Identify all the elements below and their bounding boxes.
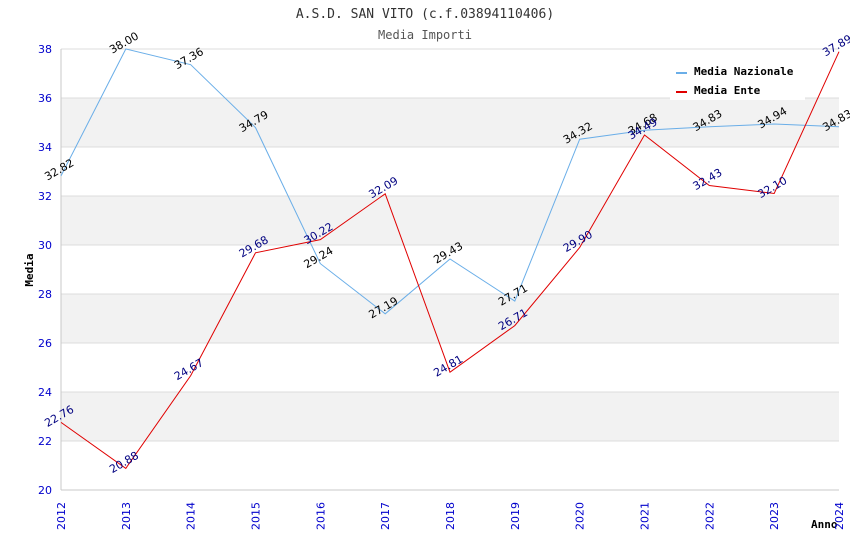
- y-tick-labels: 20 22 24 26 28 30 32 34 36 38: [38, 43, 52, 497]
- grid-band: [61, 196, 839, 245]
- legend-label-media-ente: Media Ente: [694, 84, 761, 97]
- y-tick-label: 32: [38, 190, 52, 203]
- x-tick-labels: 2012 2013 2014 2015 2016 2017 2018 2019 2020 2021…: [55, 502, 846, 530]
- y-tick-label: 30: [38, 239, 52, 252]
- data-label-media-ente: 20.88: [107, 449, 141, 476]
- data-label-media-nazionale: 32.82: [42, 156, 76, 183]
- grid-lines: [61, 48, 839, 491]
- data-label-media-ente: 37.89: [820, 32, 850, 59]
- x-tick-label: 2013: [120, 502, 133, 530]
- data-label-media-ente: 24.81: [431, 353, 465, 380]
- x-tick-label: 2017: [379, 502, 392, 530]
- y-tick-label: 24: [38, 386, 52, 399]
- x-tick-label: 2024: [833, 502, 846, 530]
- y-tick-label: 38: [38, 43, 52, 56]
- y-tick-label: 28: [38, 288, 52, 301]
- x-tick-label: 2021: [639, 502, 652, 530]
- grid-bands: [61, 98, 839, 441]
- grid-band: [61, 98, 839, 147]
- data-label-media-nazionale: 29.24: [302, 244, 336, 271]
- y-tick-label: 34: [38, 141, 52, 154]
- legend-label-media-nazionale: Media Nazionale: [694, 65, 794, 78]
- series-line-media-nazionale: [60, 48, 840, 315]
- chart-subtitle: Media Importi: [378, 28, 472, 42]
- data-label-media-ente: 32.43: [691, 166, 725, 193]
- y-tick-label: 22: [38, 435, 52, 448]
- series-line-media-ente: [60, 51, 840, 470]
- x-tick-label: 2020: [574, 502, 587, 530]
- x-tick-label: 2023: [768, 502, 781, 530]
- x-tick-label: 2012: [55, 502, 68, 530]
- x-tick-label: 2022: [703, 502, 716, 530]
- y-tick-label: 26: [38, 337, 52, 350]
- y-axis-title: Media: [23, 253, 36, 286]
- grid-band: [61, 392, 839, 441]
- x-tick-label: 2019: [509, 502, 522, 530]
- x-axis-title: Anno: [811, 518, 838, 531]
- legend: Media Nazionale Media Ente: [670, 60, 805, 100]
- x-tick-label: 2015: [250, 502, 263, 530]
- y-tick-label: 36: [38, 92, 52, 105]
- chart-title: A.S.D. SAN VITO (c.f.03894110406): [296, 7, 554, 22]
- x-tick-label: 2014: [185, 502, 198, 530]
- series-lines: [60, 48, 840, 470]
- legend-background: [670, 60, 805, 100]
- x-tick-label: 2018: [444, 502, 457, 530]
- grid-band: [61, 294, 839, 343]
- x-tick-label: 2016: [314, 502, 327, 530]
- y-tick-label: 20: [38, 484, 52, 497]
